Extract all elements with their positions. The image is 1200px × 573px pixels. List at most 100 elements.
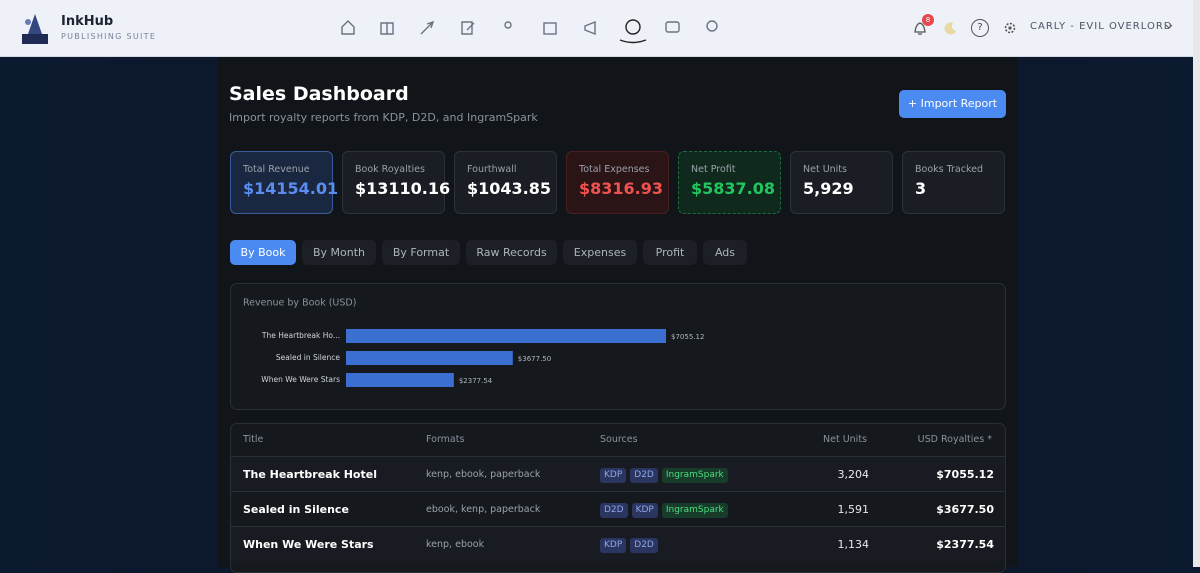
table-row[interactable]: When We Were Stars kenp, ebook KDP D2D 1,134…: [231, 526, 1005, 562]
table: Title Formats Sources Net Units USD Royaltie…: [230, 423, 1006, 573]
scrollbar: [1193, 0, 1200, 567]
nav-home[interactable]: [341, 20, 355, 35]
stat-value: 3: [915, 179, 927, 198]
stat-card: Book Royalties $13110.16: [342, 151, 451, 214]
tab[interactable]: Profit: [643, 240, 697, 265]
nav-sales[interactable]: [625, 19, 641, 35]
stat-label: Books Tracked: [915, 164, 984, 175]
stat-value: $8316.93: [579, 179, 664, 198]
stat-label: Book Royalties: [355, 164, 425, 175]
net-units: 1,591: [837, 503, 870, 516]
nav-books[interactable]: [380, 22, 394, 35]
stat-card: Total Expenses $8316.93: [566, 151, 669, 214]
formats: kenp, ebook, paperback: [426, 469, 541, 480]
notifications-bell[interactable]: [912, 19, 928, 37]
nav-messages[interactable]: [665, 21, 680, 33]
nav-marketing[interactable]: [584, 20, 596, 36]
stat-label: Fourthwall: [467, 164, 517, 175]
royalties: $7055.12: [936, 468, 994, 481]
stat-label: Net Units: [803, 164, 847, 175]
bar: [346, 329, 666, 343]
stat-card: Net Units 5,929: [790, 151, 893, 214]
source-badge: KDP: [600, 468, 627, 483]
column-header: Formats: [426, 434, 465, 445]
source-badge: D2D: [630, 538, 658, 553]
column-header: Title: [243, 434, 264, 445]
source-badge: KDP: [600, 538, 627, 553]
stat-value: $14154.01: [243, 179, 339, 198]
notification-count: 8: [922, 14, 934, 26]
stat-label: Net Profit: [691, 164, 736, 175]
source-badge: IngramSpark: [661, 503, 728, 518]
stat-label: Total Expenses: [579, 164, 650, 175]
page-subtitle: Import royalty reports from KDP, D2D, an…: [229, 111, 538, 124]
table-row[interactable]: The Heartbreak Hotel kenp, ebook, paperba…: [231, 456, 1005, 492]
bar: [346, 351, 513, 365]
chart: Revenue by Book (USD) The Heartbreak Ho.…: [243, 298, 704, 387]
net-units: 1,134: [837, 538, 870, 551]
nav-write[interactable]: [461, 21, 475, 35]
stat-card: Net Profit $5837.08: [678, 151, 781, 214]
source-badge: D2D: [600, 503, 628, 518]
source-badge: KDP: [631, 503, 658, 518]
data-label: $2377.54: [459, 377, 493, 385]
nav-icons: [341, 19, 718, 44]
stat-value: $13110.16: [355, 179, 451, 198]
stat-card: Total Revenue $14154.01: [230, 151, 339, 214]
bar: [346, 373, 454, 387]
formats: ebook, kenp, paperback: [426, 504, 541, 515]
stat-value: $1043.85: [467, 179, 552, 198]
nav-launch[interactable]: [420, 20, 435, 35]
tab[interactable]: Expenses: [563, 240, 637, 265]
book-title: When We Were Stars: [243, 538, 374, 551]
stat-label: Total Revenue: [243, 164, 310, 175]
stat-value: 5,929: [803, 179, 854, 198]
top-bar: InkHub PUBLISHING SUITE 8 ? CARLY - EVIL…: [0, 0, 1193, 57]
y-tick-label: When We Were Stars: [261, 375, 340, 384]
logo: [22, 14, 48, 44]
column-header: Net Units: [823, 434, 867, 445]
stat-value: $5837.08: [691, 179, 776, 198]
user-menu-caret[interactable]: [1164, 23, 1174, 31]
nav-calendar[interactable]: [543, 22, 557, 35]
source-badge: IngramSpark: [661, 468, 728, 483]
net-units: 3,204: [837, 468, 870, 481]
user-menu[interactable]: CARLY - EVIL OVERLORD: [1030, 21, 1173, 32]
column-header: Sources: [600, 434, 638, 445]
data-label: $3677.50: [518, 355, 551, 363]
tab[interactable]: Raw Records: [466, 240, 557, 265]
help-button[interactable]: ?: [971, 19, 989, 37]
y-tick-label: The Heartbreak Ho...: [261, 331, 340, 340]
royalties: $2377.54: [936, 538, 994, 551]
tab[interactable]: By Format: [382, 240, 460, 265]
sources: KDP D2D: [600, 527, 662, 562]
column-header: USD Royalties *: [917, 434, 992, 445]
brand-name: InkHub: [61, 14, 114, 29]
theme-toggle[interactable]: [944, 21, 958, 35]
nav-search[interactable]: [706, 20, 718, 32]
tab[interactable]: Ads: [703, 240, 747, 265]
royalties: $3677.50: [936, 503, 994, 516]
data-label: $7055.12: [671, 333, 704, 341]
book-title: Sealed in Silence: [243, 503, 349, 516]
page-title: Sales Dashboard: [229, 83, 409, 105]
source-badge: D2D: [630, 468, 658, 483]
stat-card: Books Tracked 3: [902, 151, 1005, 214]
settings[interactable]: [1003, 21, 1017, 35]
table-row[interactable]: Sealed in Silence ebook, kenp, paperback D…: [231, 491, 1005, 527]
import-button[interactable]: + Import Report: [899, 90, 1006, 118]
sources: D2D KDP IngramSpark: [600, 492, 732, 527]
chart-panel: Revenue by Book (USD) The Heartbreak Ho.…: [230, 283, 1006, 410]
book-title: The Heartbreak Hotel: [243, 468, 377, 481]
brand-tagline: PUBLISHING SUITE: [61, 32, 157, 41]
chart-title: Revenue by Book (USD): [243, 298, 356, 309]
tab[interactable]: By Book: [230, 240, 296, 265]
sources: KDP D2D IngramSpark: [600, 457, 732, 492]
tab[interactable]: By Month: [302, 240, 376, 265]
stat-card: Fourthwall $1043.85: [454, 151, 557, 214]
formats: kenp, ebook: [426, 539, 485, 550]
nav-team[interactable]: [504, 21, 512, 29]
y-tick-label: Sealed in Silence: [276, 353, 340, 362]
